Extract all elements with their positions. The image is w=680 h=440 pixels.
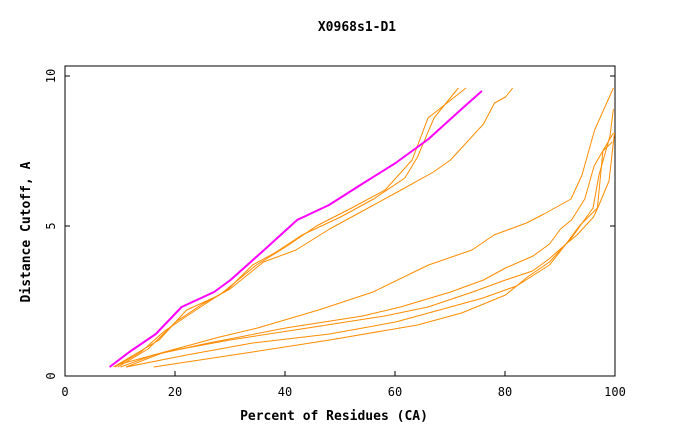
series-line-2 (114, 87, 459, 368)
x-axis-label: Percent of Residues (CA) (240, 409, 428, 424)
x-tick-label: 0 (61, 385, 68, 399)
series-line-1 (113, 87, 467, 368)
ticks: 0 20 40 60 80 100 0 5 10 (44, 69, 626, 399)
series-line-5 (120, 132, 614, 368)
x-tick-label: 100 (604, 385, 626, 399)
y-axis-label: Distance Cutoff, A (19, 161, 34, 302)
x-tick-label: 60 (388, 385, 402, 399)
series-line-4 (120, 87, 614, 365)
series-line-8 (153, 108, 614, 368)
y-tick-label: 10 (44, 69, 58, 83)
x-tick-label: 40 (278, 385, 292, 399)
y-tick-label: 0 (44, 372, 58, 379)
x-tick-label: 20 (168, 385, 182, 399)
series-line-highlight (108, 90, 483, 368)
plot-frame (64, 65, 616, 377)
chart-title: X0968s1-D1 (318, 20, 396, 35)
y-tick-label: 5 (44, 222, 58, 229)
series-line-3 (117, 87, 514, 368)
series-line-6 (125, 141, 613, 368)
series-layer (108, 87, 615, 368)
x-tick-label: 80 (498, 385, 512, 399)
